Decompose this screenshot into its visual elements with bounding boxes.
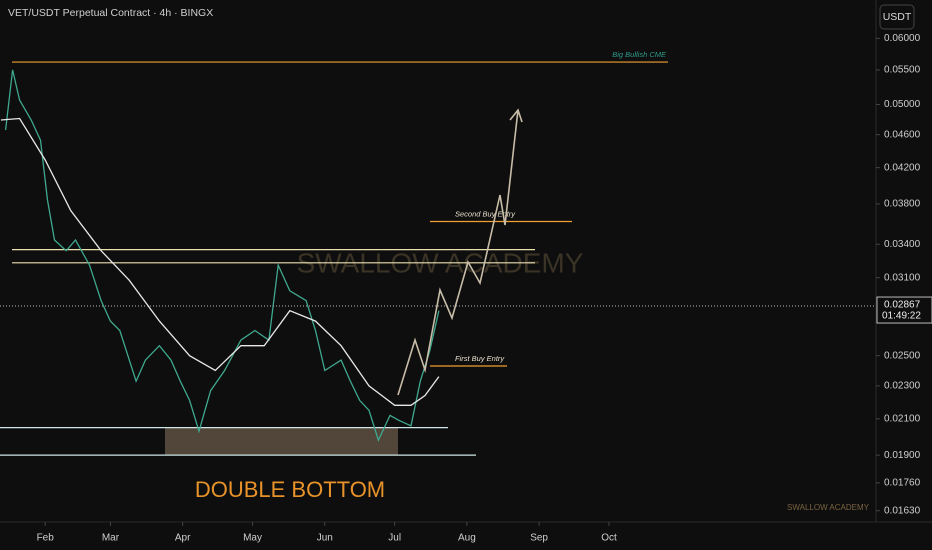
price-line (0, 117, 440, 406)
y-tick-label: 0.04200 (884, 162, 921, 173)
projection-arrow (397, 108, 523, 396)
y-tick-label: 0.02100 (884, 414, 921, 425)
y-tick-label: 0.06000 (884, 33, 921, 44)
x-tick-label: Jun (317, 533, 333, 544)
x-tick-label: Mar (102, 533, 120, 544)
x-tick-label: Apr (175, 533, 191, 544)
x-tick-label: Oct (601, 533, 617, 544)
x-tick-label: Aug (458, 533, 476, 544)
currency-button[interactable] (879, 4, 915, 30)
footer-mark: SWALLOW ACADEMY (787, 503, 870, 512)
y-tick-label: 0.02500 (884, 350, 921, 361)
current-price-label: 0.02867 (884, 300, 921, 311)
y-tick-label: 0.04600 (884, 129, 921, 140)
price-line (4, 69, 440, 442)
y-tick-label: 0.01630 (884, 505, 921, 516)
y-tick-label: 0.03800 (884, 199, 921, 210)
zone (165, 427, 398, 456)
current-price-box (876, 296, 932, 324)
y-tick-label: 0.01760 (884, 478, 921, 489)
y-tick-label: 0.05500 (884, 65, 921, 76)
y-tick-label: 0.01900 (884, 450, 921, 461)
currency-label[interactable]: USDT (883, 11, 912, 23)
y-tick-label: 0.05000 (884, 99, 921, 110)
x-tick-label: Sep (530, 533, 548, 544)
plot-area: Big Bullish CME Second Buy Entry First Buy… (0, 50, 668, 456)
x-tick-label: Feb (37, 533, 55, 544)
x-tick-label: Jul (388, 533, 401, 544)
level-label: Big Bullish CME (612, 50, 667, 59)
level-label: First Buy Entry (455, 354, 505, 363)
countdown-label: 01:49:22 (882, 311, 921, 322)
level-label: Second Buy Entry (455, 209, 516, 218)
y-tick-label: 0.03400 (884, 239, 921, 250)
y-tick-label: 0.03100 (884, 272, 921, 283)
chart-title: VET/USDT Perpetual Contract · 4h · BINGX (8, 7, 213, 19)
annotation: DOUBLE BOTTOM (195, 477, 385, 502)
y-tick-label: 0.02300 (884, 381, 921, 392)
x-tick-label: May (243, 533, 262, 544)
